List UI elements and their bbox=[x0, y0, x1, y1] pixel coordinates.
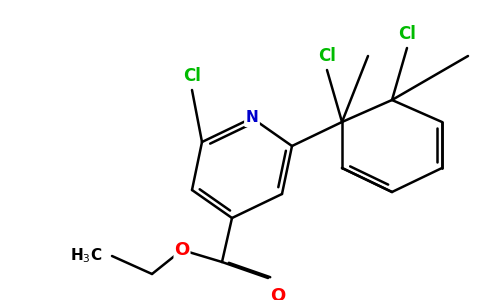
Text: H$_3$C: H$_3$C bbox=[70, 247, 102, 265]
Text: N: N bbox=[245, 110, 258, 125]
Text: Cl: Cl bbox=[183, 67, 201, 85]
Text: O: O bbox=[271, 287, 286, 300]
Text: Cl: Cl bbox=[318, 47, 336, 65]
Text: Cl: Cl bbox=[398, 25, 416, 43]
Text: O: O bbox=[174, 241, 190, 259]
